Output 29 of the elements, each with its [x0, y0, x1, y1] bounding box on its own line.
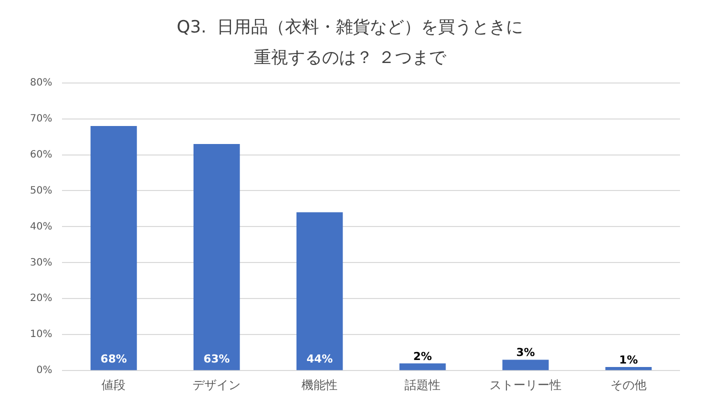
data-label: 63% [204, 352, 230, 366]
x-tick-label: ストーリー性 [490, 378, 562, 392]
x-tick-label: 値段 [102, 378, 126, 392]
y-tick-label: 80% [30, 77, 52, 88]
data-label: 3% [516, 346, 535, 360]
y-tick-label: 20% [30, 293, 52, 304]
x-tick-label: 機能性 [302, 378, 338, 392]
y-tick-label: 60% [30, 149, 52, 160]
x-tick-label: 話題性 [404, 378, 441, 392]
data-label: 68% [100, 352, 127, 366]
y-tick-label: 30% [30, 257, 52, 268]
data-label: 1% [619, 353, 638, 366]
y-tick-label: 10% [30, 329, 52, 340]
chart-subtitle: 重視するのは？ ２つまで [254, 48, 448, 68]
bar [399, 363, 446, 370]
y-tick-label: 40% [30, 221, 52, 232]
bar [194, 144, 240, 370]
bar [296, 212, 343, 370]
y-tick-label: 50% [30, 185, 52, 196]
x-tick-label: その他 [610, 378, 647, 392]
bar [90, 126, 137, 370]
bar [502, 360, 549, 370]
chart-title: Q3. 日用品（衣料・雑貨など）を買うときに [176, 18, 524, 38]
y-tick-label: 0% [36, 365, 52, 376]
bar [605, 367, 652, 370]
data-label: 2% [413, 350, 432, 363]
x-tick-label: デザイン [192, 378, 241, 392]
y-tick-label: 70% [30, 113, 52, 124]
data-label: 44% [306, 352, 333, 366]
